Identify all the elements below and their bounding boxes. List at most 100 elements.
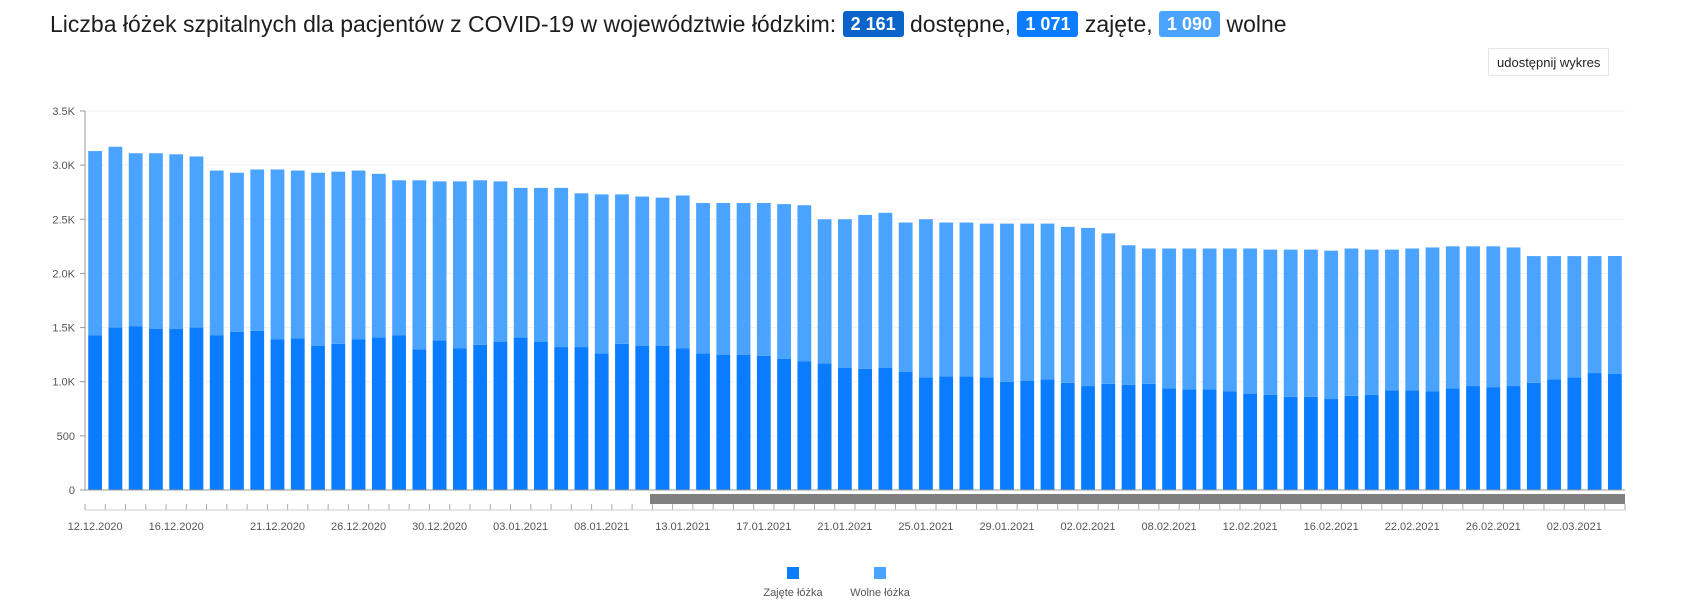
bar-occupied[interactable] bbox=[635, 345, 650, 490]
bar-occupied[interactable] bbox=[858, 368, 873, 490]
bar-occupied[interactable] bbox=[1466, 386, 1480, 490]
bar-free[interactable] bbox=[1425, 247, 1440, 392]
bar-occupied[interactable] bbox=[655, 345, 670, 490]
bar-free[interactable] bbox=[1364, 249, 1379, 395]
bar-free[interactable] bbox=[1182, 248, 1197, 390]
bar-free[interactable] bbox=[837, 219, 852, 368]
bar-occupied[interactable] bbox=[898, 371, 913, 490]
bar-occupied[interactable] bbox=[716, 354, 731, 490]
bar-occupied[interactable] bbox=[1243, 393, 1258, 490]
bar-occupied[interactable] bbox=[1344, 395, 1359, 490]
bar-occupied[interactable] bbox=[108, 327, 123, 490]
bar-occupied[interactable] bbox=[1486, 387, 1501, 490]
bar-occupied[interactable] bbox=[1526, 382, 1541, 490]
bar-free[interactable] bbox=[412, 180, 427, 350]
bar-free[interactable] bbox=[898, 222, 913, 372]
bar-free[interactable] bbox=[209, 170, 224, 336]
bar-free[interactable] bbox=[432, 181, 447, 341]
bar-free[interactable] bbox=[1283, 249, 1298, 397]
bar-occupied[interactable] bbox=[574, 347, 589, 490]
bar-free[interactable] bbox=[1020, 223, 1035, 381]
bar-free[interactable] bbox=[250, 169, 265, 331]
legend-swatch[interactable] bbox=[874, 567, 886, 579]
bar-occupied[interactable] bbox=[412, 349, 427, 490]
bar-occupied[interactable] bbox=[979, 377, 994, 490]
bar-free[interactable] bbox=[189, 156, 204, 328]
bar-occupied[interactable] bbox=[837, 367, 852, 490]
bar-occupied[interactable] bbox=[311, 345, 325, 490]
bar-occupied[interactable] bbox=[88, 335, 103, 490]
bar-free[interactable] bbox=[108, 146, 123, 328]
bar-free[interactable] bbox=[493, 181, 508, 342]
bar-occupied[interactable] bbox=[777, 358, 791, 490]
bar-free[interactable] bbox=[655, 197, 670, 346]
bar-occupied[interactable] bbox=[1445, 388, 1460, 490]
bar-free[interactable] bbox=[959, 222, 974, 377]
bar-occupied[interactable] bbox=[189, 327, 204, 490]
bar-free[interactable] bbox=[1000, 223, 1014, 382]
bar-free[interactable] bbox=[1526, 256, 1541, 383]
bar-free[interactable] bbox=[1263, 249, 1278, 395]
bar-free[interactable] bbox=[311, 172, 325, 346]
bar-free[interactable] bbox=[1060, 226, 1075, 383]
bar-occupied[interactable] bbox=[1324, 399, 1339, 490]
bar-occupied[interactable] bbox=[615, 343, 629, 490]
bar-free[interactable] bbox=[635, 196, 650, 346]
bar-free[interactable] bbox=[1344, 248, 1359, 396]
bar-free[interactable] bbox=[1324, 250, 1339, 400]
bar-occupied[interactable] bbox=[675, 348, 690, 490]
bar-occupied[interactable] bbox=[169, 328, 184, 490]
legend-label[interactable]: Zajęte łóżka bbox=[763, 587, 823, 599]
bar-occupied[interactable] bbox=[1182, 389, 1197, 490]
bar-occupied[interactable] bbox=[1162, 388, 1176, 490]
bar-occupied[interactable] bbox=[1020, 380, 1035, 490]
bar-occupied[interactable] bbox=[696, 353, 710, 490]
legend-swatch[interactable] bbox=[787, 567, 799, 579]
bar-free[interactable] bbox=[371, 173, 386, 338]
bar-occupied[interactable] bbox=[1202, 389, 1217, 490]
bar-occupied[interactable] bbox=[149, 328, 163, 490]
bar-free[interactable] bbox=[331, 171, 346, 344]
bar-occupied[interactable] bbox=[351, 339, 366, 490]
share-chart-button[interactable]: udostępnij wykres bbox=[1488, 48, 1610, 76]
bar-free[interactable] bbox=[878, 212, 893, 368]
bar-free[interactable] bbox=[1547, 256, 1561, 380]
bar-occupied[interactable] bbox=[1101, 383, 1116, 490]
bar-free[interactable] bbox=[858, 214, 873, 369]
bar-free[interactable] bbox=[473, 180, 488, 345]
bar-occupied[interactable] bbox=[270, 339, 285, 490]
bar-free[interactable] bbox=[149, 153, 163, 329]
bar-occupied[interactable] bbox=[371, 337, 386, 490]
bar-occupied[interactable] bbox=[939, 376, 954, 490]
bar-free[interactable] bbox=[1445, 246, 1460, 389]
bar-occupied[interactable] bbox=[290, 338, 305, 490]
bar-occupied[interactable] bbox=[250, 330, 265, 490]
bar-occupied[interactable] bbox=[473, 344, 488, 490]
bar-occupied[interactable] bbox=[1121, 384, 1136, 490]
bar-occupied[interactable] bbox=[594, 353, 609, 490]
bar-free[interactable] bbox=[554, 187, 569, 348]
bar-occupied[interactable] bbox=[817, 363, 832, 490]
bar-free[interactable] bbox=[1607, 255, 1622, 375]
bar-occupied[interactable] bbox=[1385, 390, 1399, 490]
bar-occupied[interactable] bbox=[1304, 396, 1318, 490]
bar-free[interactable] bbox=[736, 203, 751, 355]
bar-occupied[interactable] bbox=[1040, 379, 1055, 490]
bar-free[interactable] bbox=[270, 169, 285, 340]
bar-free[interactable] bbox=[979, 223, 994, 378]
bar-free[interactable] bbox=[919, 219, 933, 378]
bar-free[interactable] bbox=[128, 153, 143, 327]
bar-free[interactable] bbox=[169, 154, 184, 329]
bar-free[interactable] bbox=[290, 170, 305, 339]
bar-occupied[interactable] bbox=[513, 337, 528, 490]
bar-free[interactable] bbox=[615, 194, 629, 344]
bar-occupied[interactable] bbox=[331, 343, 346, 490]
bar-occupied[interactable] bbox=[1405, 390, 1420, 490]
bar-occupied[interactable] bbox=[392, 335, 406, 490]
bar-free[interactable] bbox=[1162, 248, 1176, 389]
bar-free[interactable] bbox=[939, 222, 954, 377]
chart-scrollbar[interactable] bbox=[650, 494, 1625, 504]
bar-free[interactable] bbox=[574, 193, 589, 348]
bar-occupied[interactable] bbox=[919, 377, 933, 490]
bar-free[interactable] bbox=[797, 205, 812, 362]
